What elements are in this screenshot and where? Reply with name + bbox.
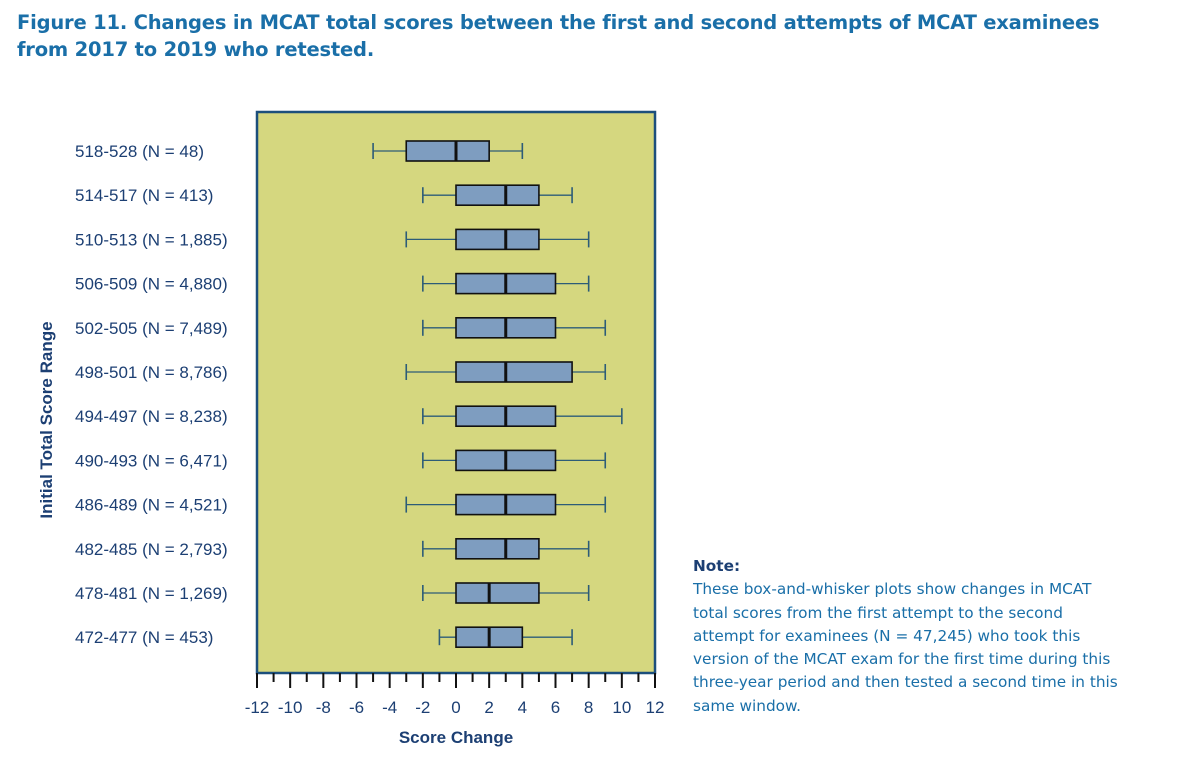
box-plot-row [405,493,607,516]
boxes-layer [372,140,623,649]
x-axis: -12 -10 -8 -6 -4 -2 0 2 4 6 8 10 12 [245,673,665,717]
box-plot-row [438,626,573,649]
x-tick-label: 0 [451,698,460,717]
category-label: 478-481 (N = 1,269) [75,584,228,603]
category-label: 502-505 (N = 7,489) [75,319,228,338]
category-label: 514-517 (N = 413) [75,186,213,205]
x-tick-label: -12 [245,698,270,717]
x-tick-label: 8 [584,698,593,717]
box-plot-row [422,449,607,472]
category-label: 472-477 (N = 453) [75,628,213,647]
category-label: 486-489 (N = 4,521) [75,496,228,515]
category-label: 518-528 (N = 48) [75,142,204,161]
figure-title-line-2: from 2017 to 2019 who retested. [17,38,375,61]
category-labels: 518-528 (N = 48) 514-517 (N = 413) 510-513… [75,142,228,647]
note-box: Note: These box-and-whisker plots show c… [693,555,1123,718]
x-tick-label: 10 [612,698,631,717]
box-plot-row [405,361,607,383]
category-label: 482-485 (N = 2,793) [75,540,228,559]
box-plot-row [405,228,590,251]
y-axis-title: Initial Total Score Range [37,321,56,518]
iqr-box [455,361,573,383]
iqr-box [405,140,490,162]
note-heading: Note: [693,557,741,575]
box-plot-row [422,582,590,604]
x-tick-label: 4 [518,698,527,717]
iqr-box [455,582,540,604]
x-tick-label: -4 [382,698,397,717]
x-tick-label: -10 [278,698,303,717]
x-axis-title: Score Change [399,728,513,747]
figure-title-line-1: Figure 11. Changes in MCAT total scores … [17,11,1100,34]
x-tick-label: 12 [646,698,665,717]
category-label: 494-497 (N = 8,238) [75,407,228,426]
category-label: 498-501 (N = 8,786) [75,363,228,382]
x-tick-label: -8 [316,698,331,717]
category-label: 506-509 (N = 4,880) [75,275,228,294]
iqr-box [455,537,540,560]
iqr-box [455,184,540,206]
figure-title: Figure 11. Changes in MCAT total scores … [17,9,1117,63]
box-plot-row [422,405,623,428]
note-body: These box-and-whisker plots show changes… [693,580,1118,715]
category-label: 510-513 (N = 1,885) [75,230,228,249]
box-plot-row [422,316,607,339]
box-plot-row [372,140,524,162]
box-plot-row [422,272,590,295]
box-plot-row [422,184,573,206]
x-tick-label: 2 [484,698,493,717]
category-label: 490-493 (N = 6,471) [75,451,228,470]
x-tick-label: -2 [415,698,430,717]
x-tick-label: -6 [349,698,364,717]
x-tick-label: 6 [551,698,560,717]
iqr-box [455,228,540,251]
box-plot-row [422,537,590,560]
